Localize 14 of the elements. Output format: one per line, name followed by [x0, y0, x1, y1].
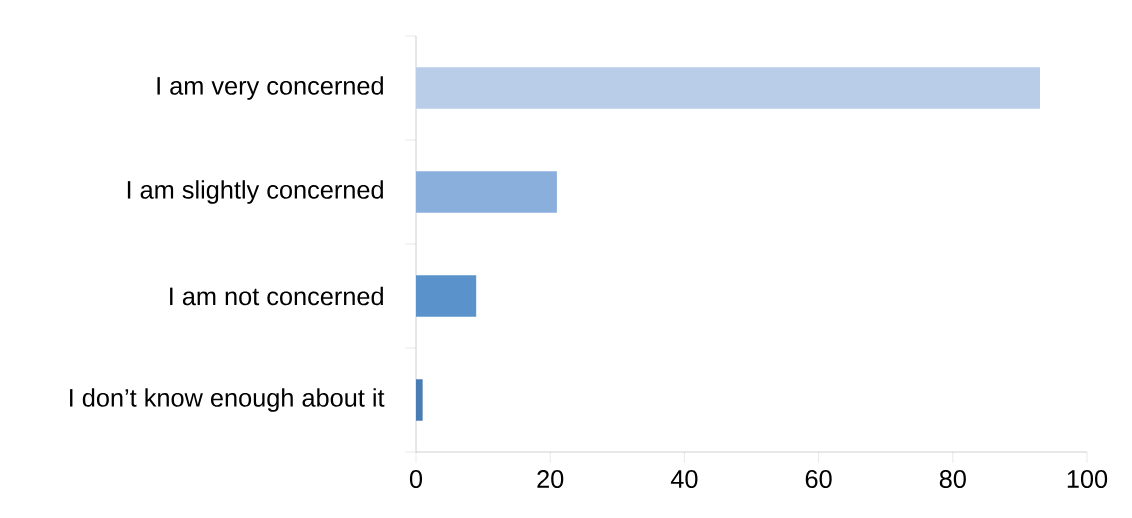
y-tick-label: I don’t know enough about it [70, 388, 385, 412]
x-tick-label: 20 [537, 470, 564, 488]
y-tick-label: I am slightly concerned [127, 180, 383, 204]
x-tick-label: 0 [409, 470, 423, 488]
bar [416, 275, 477, 317]
y-tick-label: I am very concerned [157, 76, 383, 100]
bar [416, 379, 423, 421]
bar [416, 67, 1041, 109]
x-tick-label: 100 [1067, 470, 1108, 488]
y-tick-label: I am not concerned [170, 286, 383, 306]
x-tick-label: 40 [670, 470, 698, 488]
bar [416, 171, 557, 213]
x-tick-label: 60 [805, 470, 832, 488]
x-tick-label: 80 [939, 470, 966, 488]
